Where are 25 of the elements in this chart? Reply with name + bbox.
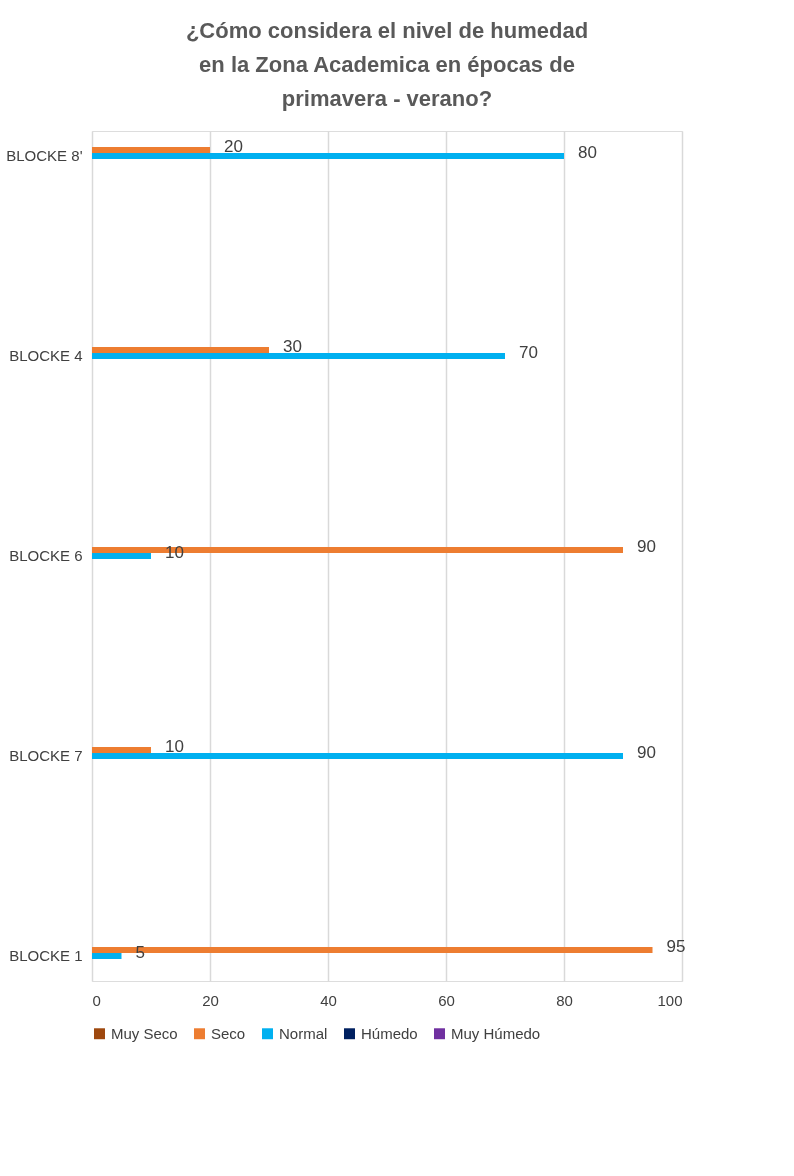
data-label: 70 bbox=[519, 343, 538, 362]
data-label: 95 bbox=[666, 937, 686, 956]
y-tick-label: BLOCKE 1 bbox=[9, 947, 83, 964]
x-tick-label: 20 bbox=[202, 991, 219, 1009]
legend-label: Húmedo bbox=[361, 1024, 418, 1042]
legend-label: Normal bbox=[279, 1024, 328, 1042]
data-label: 20 bbox=[224, 137, 243, 156]
data-label: 90 bbox=[637, 743, 656, 762]
x-tick-label: 100 bbox=[657, 991, 683, 1009]
legend-label: Seco bbox=[211, 1024, 246, 1042]
x-tick-label: 60 bbox=[438, 991, 455, 1009]
x-tick-label: 0 bbox=[92, 991, 101, 1009]
data-label: 80 bbox=[578, 143, 597, 162]
y-tick-label: BLOCKE 6 bbox=[9, 547, 83, 564]
legend-label: Muy Seco bbox=[111, 1024, 178, 1042]
x-tick-label: 40 bbox=[320, 991, 337, 1009]
x-tick-label: 80 bbox=[556, 991, 573, 1009]
chart-title: ¿Cómo considera el nivel de humedad en la Zona Academica en épocas de primavera - verano? bbox=[185, 18, 589, 111]
data-label: 90 bbox=[637, 537, 656, 556]
legend-label: Muy Húmedo bbox=[451, 1024, 541, 1042]
y-tick-label: BLOCKE 4 bbox=[9, 347, 83, 364]
y-tick-label: BLOCKE 7 bbox=[9, 747, 83, 764]
data-label: 30 bbox=[283, 337, 302, 356]
y-tick-label: BLOCKE 8' bbox=[6, 147, 83, 164]
data-label: 10 bbox=[165, 737, 184, 756]
